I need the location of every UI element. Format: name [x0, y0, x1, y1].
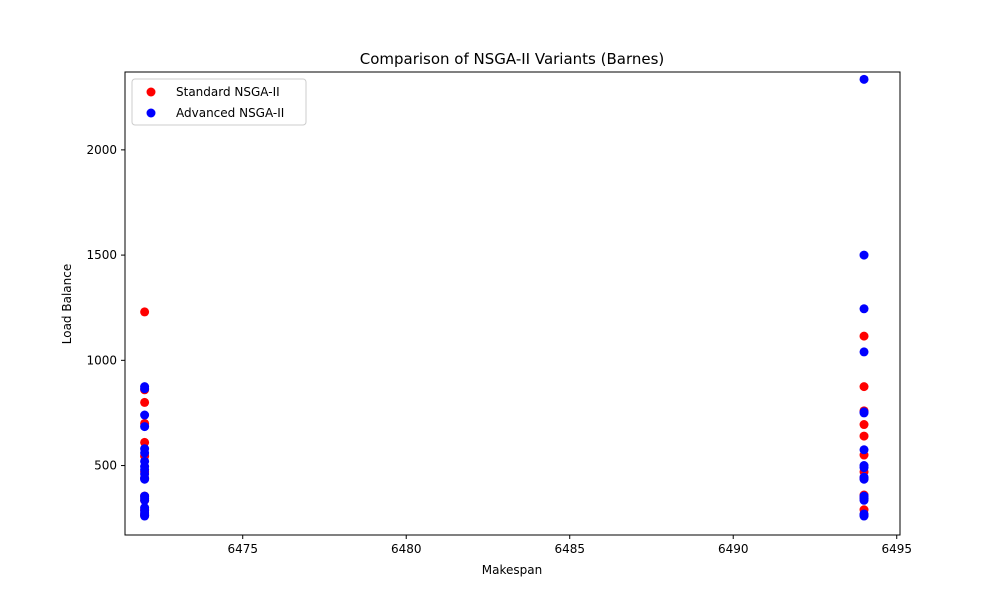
- x-tick-label: 6485: [554, 542, 585, 556]
- x-tick-label: 6495: [881, 542, 912, 556]
- series-advanced: [140, 74, 869, 521]
- legend-box: [131, 78, 307, 126]
- data-point: [859, 250, 869, 260]
- data-point: [859, 420, 869, 430]
- axis-ticks: 6475 6480 6485 6490 6495 500 1000 1500 2000: [86, 143, 912, 556]
- data-point: [859, 408, 869, 418]
- data-point: [859, 74, 869, 84]
- y-axis-label: Load Balance: [60, 264, 74, 344]
- data-point: [140, 511, 150, 521]
- legend-marker-standard: [146, 87, 156, 97]
- legend: Standard NSGA-II Advanced NSGA-II: [131, 78, 307, 126]
- plot-frame: [124, 71, 901, 536]
- data-point: [140, 410, 150, 420]
- y-tick-label: 2000: [86, 143, 117, 157]
- data-point: [140, 495, 150, 505]
- legend-marker-advanced: [146, 108, 156, 118]
- legend-label-advanced: Advanced NSGA-II: [176, 106, 284, 120]
- legend-label-standard: Standard NSGA-II: [176, 85, 280, 99]
- y-tick-label: 1500: [86, 248, 117, 262]
- data-point: [140, 307, 150, 317]
- data-point: [859, 347, 869, 357]
- data-point: [859, 382, 869, 392]
- data-point: [859, 445, 869, 455]
- x-tick-label: 6480: [391, 542, 422, 556]
- data-point: [140, 448, 150, 458]
- data-point: [140, 422, 150, 432]
- y-tick-label: 500: [94, 459, 117, 473]
- data-point: [140, 384, 150, 394]
- data-point: [859, 431, 869, 441]
- chart-title: Comparison of NSGA-II Variants (Barnes): [360, 50, 665, 68]
- y-tick-label: 1000: [86, 353, 117, 367]
- data-point: [859, 304, 869, 314]
- series-standard: [140, 307, 869, 521]
- data-point: [140, 437, 150, 447]
- data-point: [859, 495, 869, 505]
- x-tick-label: 6490: [718, 542, 749, 556]
- data-point: [859, 474, 869, 484]
- data-point: [140, 474, 150, 484]
- data-points: [140, 74, 869, 521]
- x-axis-label: Makespan: [482, 563, 542, 577]
- data-point: [140, 397, 150, 407]
- data-point: [859, 463, 869, 473]
- data-point: [859, 511, 869, 521]
- x-tick-label: 6475: [227, 542, 258, 556]
- data-point: [859, 331, 869, 341]
